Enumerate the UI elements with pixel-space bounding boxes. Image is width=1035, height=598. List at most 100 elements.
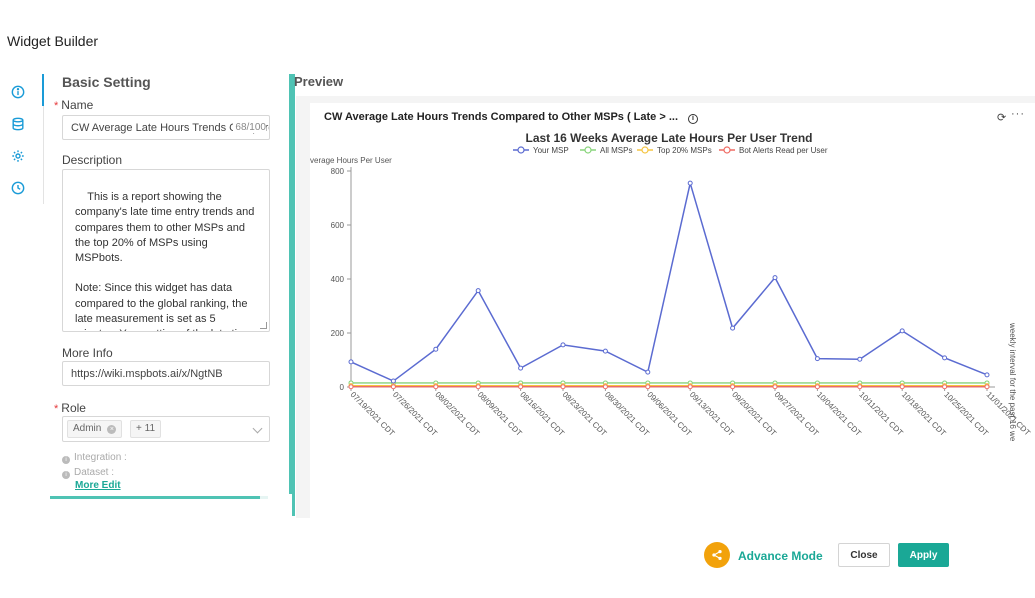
legend-label: Your MSP [533, 146, 569, 155]
data-point [899, 328, 905, 334]
x-tick-label: 09/20/2021 CDT [730, 390, 778, 438]
description-textarea[interactable]: This is a report showing the company's l… [62, 169, 270, 332]
more-options-icon[interactable]: ··· [1011, 108, 1025, 120]
share-icon[interactable] [704, 542, 730, 568]
x-tick-label: 09/13/2021 CDT [688, 390, 736, 438]
page-title: Widget Builder [7, 33, 99, 49]
x-tick-label: 08/30/2021 CDT [603, 390, 651, 438]
x-tick-label: 10/25/2021 CDT [942, 390, 990, 438]
data-point [433, 346, 439, 352]
info-icon: i [62, 471, 70, 479]
widget-card: CW Average Late Hours Trends Compared to… [310, 103, 1035, 518]
data-point [814, 384, 820, 390]
name-input-value: CW Average Late Hours Trends Compared to… [71, 122, 269, 134]
apply-button[interactable]: Apply [898, 543, 949, 567]
integration-info: i Integration : [62, 452, 127, 464]
data-point [560, 342, 566, 348]
data-point [730, 384, 736, 390]
chevron-down-icon[interactable] [252, 423, 263, 434]
x-tick-label: 07/19/2021 CDT [349, 390, 397, 438]
data-point [814, 356, 820, 362]
y-axis-label: verage Hours Per User [310, 156, 392, 165]
chart-title: Last 16 Weeks Average Late Hours Per Use… [525, 131, 812, 145]
data-point [518, 365, 524, 371]
x-tick-label: 09/06/2021 CDT [645, 390, 693, 438]
data-point [687, 384, 693, 390]
more-info-label: More Info [62, 346, 113, 360]
y-tick-label: 0 [340, 383, 345, 392]
close-icon[interactable]: × [107, 425, 117, 434]
clock-icon[interactable] [9, 179, 27, 197]
y-tick-label: 200 [331, 329, 345, 338]
data-point [348, 384, 354, 390]
y-tick-label: 800 [331, 167, 345, 176]
legend-marker-3 [723, 146, 731, 154]
data-point [857, 384, 863, 390]
x-tick-label: 08/23/2021 CDT [561, 390, 609, 438]
x-tick-label: 08/16/2021 CDT [518, 390, 566, 438]
data-point [602, 384, 608, 390]
data-point [390, 384, 396, 390]
data-point [518, 384, 524, 390]
scroll-thumb[interactable] [50, 496, 260, 499]
data-point [984, 372, 990, 378]
preview-divider [292, 74, 295, 516]
name-char-counter: 68/100 [233, 122, 266, 133]
data-point [645, 384, 651, 390]
description-label: Description [62, 153, 123, 167]
preview-title: Preview [294, 74, 344, 89]
rail-active-indicator [42, 74, 44, 106]
description-value: This is a report showing the company's l… [75, 191, 255, 331]
x-tick-label: 10/11/2021 CDT [857, 390, 905, 438]
name-label: * Name [54, 98, 94, 112]
role-tag-admin: Admin × [67, 420, 123, 438]
required-mark: * [54, 403, 59, 415]
refresh-icon[interactable]: ⟳ [997, 112, 1007, 124]
data-point [645, 369, 651, 375]
x-tick-label: 08/09/2021 CDT [476, 390, 524, 438]
line-chart: Last 16 Weeks Average Late Hours Per Use… [310, 131, 1032, 442]
data-point [602, 348, 608, 354]
vertical-scrollbar[interactable] [289, 74, 292, 494]
settings-nav-rail [0, 74, 44, 204]
legend-marker-0 [517, 146, 525, 154]
gear-icon[interactable] [9, 147, 27, 165]
horizontal-scrollbar[interactable] [50, 496, 268, 499]
data-point [857, 356, 863, 362]
info-icon[interactable]: i [688, 114, 699, 124]
legend-label: Top 20% MSPs [657, 146, 712, 155]
data-point [942, 355, 948, 361]
data-point [899, 384, 905, 390]
role-select[interactable]: Admin × + 11 [62, 416, 270, 442]
data-point [560, 384, 566, 390]
x-tick-label: 10/18/2021 CDT [900, 390, 948, 438]
x-tick-label: 09/27/2021 CDT [773, 390, 821, 438]
role-more-tag: + 11 [130, 420, 161, 438]
info-icon[interactable] [9, 83, 27, 101]
data-point [348, 359, 354, 365]
right-axis-label: weekly interval for the past 16 we [1008, 322, 1017, 442]
data-point [390, 378, 396, 384]
widget-title: CW Average Late Hours Trends Compared to… [324, 111, 699, 124]
name-input[interactable]: CW Average Late Hours Trends Compared to… [62, 115, 270, 140]
data-point [730, 325, 736, 331]
series-line-0 [350, 182, 988, 382]
required-mark: * [54, 100, 59, 112]
data-point [772, 275, 778, 281]
dataset-info: i Dataset : [62, 467, 114, 479]
legend-label: Bot Alerts Read per User [739, 146, 828, 155]
advance-mode-button[interactable]: Advance Mode [738, 549, 823, 563]
more-info-input[interactable]: https://wiki.mspbots.ai/x/NgtNB [62, 361, 270, 386]
data-point [942, 384, 948, 390]
more-edit-link[interactable]: More Edit [75, 480, 121, 491]
y-tick-label: 600 [331, 221, 345, 230]
info-icon: i [62, 456, 70, 464]
data-point [772, 384, 778, 390]
resize-grip-icon[interactable] [260, 322, 267, 329]
database-icon[interactable] [9, 115, 27, 133]
close-button[interactable]: Close [838, 543, 890, 567]
section-title: Basic Setting [62, 74, 151, 90]
more-info-value: https://wiki.mspbots.ai/x/NgtNB [71, 368, 223, 380]
x-tick-label: 07/26/2021 CDT [391, 390, 439, 438]
x-tick-label: 10/04/2021 CDT [815, 390, 863, 438]
